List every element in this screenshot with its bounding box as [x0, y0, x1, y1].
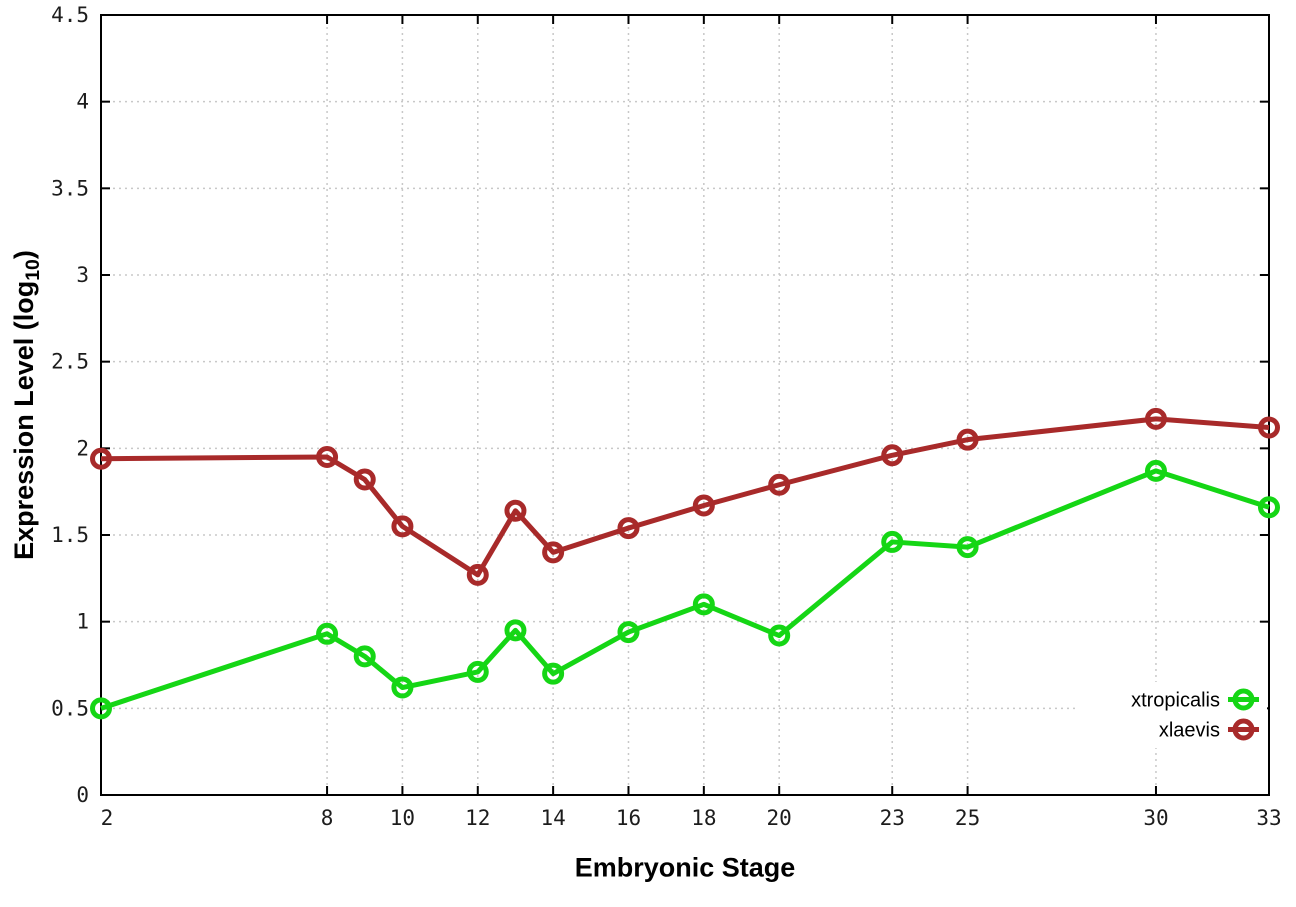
y-tick-label: 0	[76, 783, 89, 807]
y-tick-label: 4.5	[51, 3, 89, 27]
y-tick-label: 0.5	[51, 696, 89, 720]
y-axis-title-suffix: )	[8, 250, 39, 260]
data-point-marker-xtropicalis	[1258, 496, 1280, 519]
data-point-marker-xtropicalis	[466, 660, 489, 683]
data-point-marker-xtropicalis	[391, 676, 414, 699]
data-point-marker-xlaevis	[1258, 416, 1280, 439]
x-tick-label: 30	[1143, 806, 1168, 830]
y-axis-title-text: Expression Level (log	[8, 280, 39, 560]
data-point-marker-xtropicalis	[90, 697, 112, 720]
data-point-marker-xtropicalis	[617, 621, 640, 644]
x-tick-label: 33	[1256, 806, 1281, 830]
data-point-marker-xlaevis	[391, 515, 414, 538]
x-tick-label: 18	[691, 806, 716, 830]
x-axis-title: Embryonic Stage	[574, 852, 796, 883]
legend-label-xtropicalis: xtropicalis	[1131, 690, 1220, 712]
data-point-marker-xlaevis	[692, 494, 715, 517]
x-tick-label: 8	[321, 806, 334, 830]
y-tick-label: 1	[76, 610, 89, 634]
data-point-marker-xlaevis	[1144, 407, 1167, 430]
data-point-marker-xtropicalis	[504, 619, 527, 642]
legend-sample-marker-xtropicalis	[1232, 688, 1255, 711]
data-point-marker-xlaevis	[881, 444, 904, 467]
y-tick-label: 1.5	[51, 523, 89, 547]
data-point-marker-xlaevis	[504, 499, 527, 522]
x-tick-label: 25	[955, 806, 980, 830]
data-point-marker-xtropicalis	[768, 624, 791, 647]
data-point-marker-xtropicalis	[956, 536, 979, 559]
data-point-marker-xlaevis	[617, 517, 640, 540]
y-tick-label: 3	[76, 263, 89, 287]
y-axis-title-subscript: 10	[22, 259, 45, 281]
legend-sample-marker-xlaevis	[1232, 718, 1255, 741]
legend-label-xlaevis: xlaevis	[1159, 720, 1220, 742]
x-tick-label: 14	[540, 806, 565, 830]
data-point-marker-xlaevis	[542, 541, 565, 564]
plot-border	[100, 14, 1270, 796]
data-point-marker-xtropicalis	[353, 645, 376, 668]
x-tick-label: 2	[101, 806, 114, 830]
data-point-marker-xlaevis	[353, 468, 376, 491]
series-line-xtropicalis	[100, 468, 1270, 711]
y-tick-label: 3.5	[51, 176, 89, 200]
data-point-marker-xtropicalis	[1144, 459, 1167, 482]
x-tick-label: 23	[880, 806, 905, 830]
data-point-marker-xlaevis	[90, 447, 112, 470]
y-tick-label: 2.5	[51, 350, 89, 374]
data-point-marker-xtropicalis	[316, 622, 339, 645]
x-tick-label: 20	[767, 806, 792, 830]
data-point-marker-xtropicalis	[692, 593, 715, 616]
y-tick-label: 4	[76, 90, 89, 114]
x-tick-label: 16	[616, 806, 641, 830]
data-point-marker-xtropicalis	[881, 530, 904, 553]
data-point-marker-xlaevis	[316, 446, 339, 468]
x-tick-label: 12	[465, 806, 490, 830]
x-tick-label: 10	[390, 806, 415, 830]
data-point-marker-xtropicalis	[542, 662, 565, 685]
data-point-marker-xlaevis	[466, 563, 489, 586]
y-axis-title: Expression Level (log10)	[9, 250, 45, 560]
y-tick-label: 2	[76, 436, 89, 460]
data-point-marker-xlaevis	[956, 428, 979, 451]
data-point-marker-xlaevis	[768, 473, 791, 496]
